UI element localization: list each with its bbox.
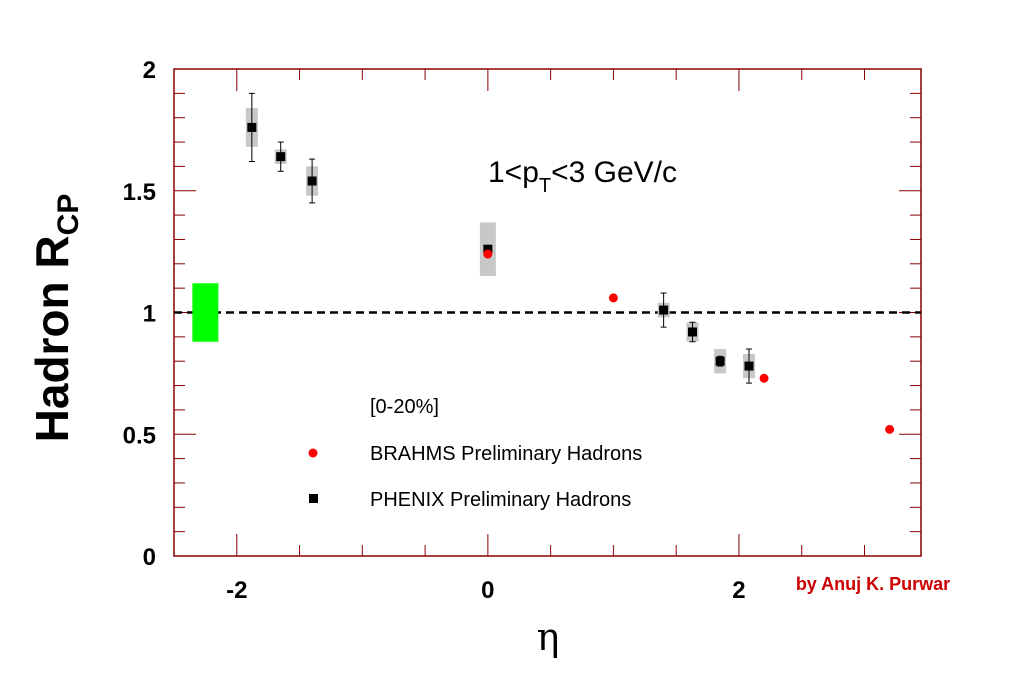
y-tick-label: 2 bbox=[143, 57, 156, 84]
x-tick-label: 2 bbox=[732, 577, 745, 604]
y-axis-title: Hadron RCP bbox=[26, 194, 85, 443]
y-tick-label: 1 bbox=[143, 301, 156, 328]
phenix-point bbox=[276, 152, 286, 162]
legend-label-phenix: PHENIX Preliminary Hadrons bbox=[370, 489, 631, 511]
phenix-point bbox=[715, 356, 725, 366]
phenix-point bbox=[744, 361, 754, 371]
x-tick-label: -2 bbox=[226, 577, 247, 604]
y-tick-label: 1.5 bbox=[123, 179, 156, 206]
kinematic-range-annotation: 1<pT<3 GeV/c bbox=[488, 156, 677, 197]
legend-marker-brahms bbox=[308, 448, 318, 458]
y-axis-label: Hadron RCP bbox=[26, 194, 85, 443]
brahms-point bbox=[759, 373, 769, 383]
brahms-point bbox=[608, 293, 618, 303]
phenix-point bbox=[483, 244, 493, 254]
phenix-point bbox=[688, 327, 698, 337]
y-tick-label: 0.5 bbox=[123, 422, 156, 449]
normalization-box bbox=[192, 283, 219, 342]
plot-area: 0 0.5 1 1.5 2 -2 0 2 bbox=[123, 57, 922, 604]
y-tick-label: 0 bbox=[143, 544, 156, 571]
credit-text: by Anuj K. Purwar bbox=[796, 574, 950, 594]
legend-header: [0-20%] bbox=[370, 396, 439, 418]
brahms-point bbox=[483, 249, 493, 259]
x-axis-label: η bbox=[537, 615, 560, 659]
phenix-point bbox=[307, 176, 317, 186]
x-tick-label: 0 bbox=[481, 577, 494, 604]
brahms-point bbox=[885, 424, 895, 434]
plot-frame bbox=[173, 68, 922, 557]
legend-label-brahms: BRAHMS Preliminary Hadrons bbox=[370, 443, 642, 465]
legend-marker-phenix bbox=[309, 494, 318, 503]
phenix-point bbox=[659, 305, 669, 315]
phenix-point bbox=[247, 122, 257, 132]
